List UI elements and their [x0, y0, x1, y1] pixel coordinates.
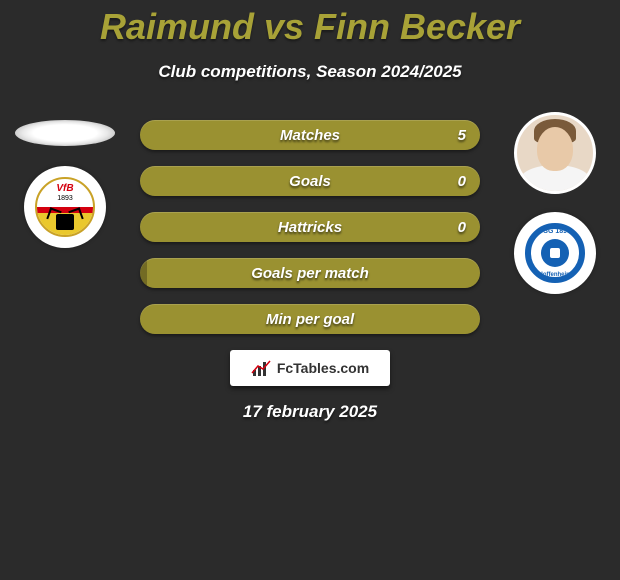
player-left-column: VfB 1893 — [10, 120, 120, 248]
footer-brand-badge: FcTables.com — [230, 350, 390, 386]
stat-right-value: 5 — [458, 120, 466, 150]
vfb-crest-icon: VfB 1893 — [35, 177, 95, 237]
stat-row: Matches 5 — [140, 120, 480, 150]
avatar-right — [514, 112, 596, 194]
stat-row: Goals per match — [140, 258, 480, 288]
club-logo-left: VfB 1893 — [24, 166, 106, 248]
stat-label: Goals per match — [251, 265, 369, 282]
player-right-column: TSG 1899 Hoffenheim — [500, 120, 610, 294]
vfb-crest-year: 1893 — [37, 195, 93, 202]
page-date: 17 february 2025 — [0, 402, 620, 422]
stat-right-value: 0 — [458, 166, 466, 196]
tsg-crest-top: TSG 1899 — [531, 228, 579, 235]
stat-label: Matches — [280, 127, 340, 144]
stat-row: Min per goal — [140, 304, 480, 334]
avatar-left — [15, 120, 115, 146]
tsg-crest-icon: TSG 1899 Hoffenheim — [525, 223, 585, 283]
stat-row: Hattricks 0 — [140, 212, 480, 242]
vfb-crest-text: VfB — [37, 183, 93, 194]
stat-label: Hattricks — [278, 219, 342, 236]
tsg-crest-bottom: Hoffenheim — [531, 272, 579, 278]
stat-right-value: 0 — [458, 212, 466, 242]
comparison-region: VfB 1893 TSG 1899 Hoffenheim Matches 5 Goa… — [0, 120, 620, 422]
stat-label: Goals — [289, 173, 331, 190]
stat-label: Min per goal — [266, 311, 354, 328]
page-title: Raimund vs Finn Becker — [0, 0, 620, 48]
stat-rows: Matches 5 Goals 0 Hattricks 0 Goals per match M… — [140, 120, 480, 334]
page-subtitle: Club competitions, Season 2024/2025 — [0, 62, 620, 82]
stat-row: Goals 0 — [140, 166, 480, 196]
footer-brand-text: FcTables.com — [277, 360, 369, 376]
club-logo-right: TSG 1899 Hoffenheim — [514, 212, 596, 294]
fctables-icon — [251, 360, 271, 376]
